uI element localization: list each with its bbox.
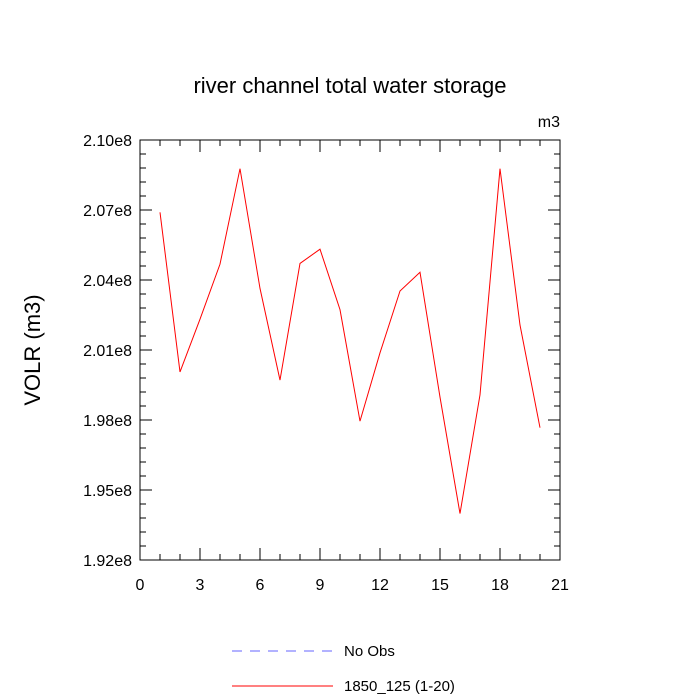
legend: No Obs 1850_125 (1-20) — [232, 643, 455, 695]
tick-labels: 0 3 6 9 12 15 18 21 1.92e8 1.95e8 1.98e8 2.01e8 2.04… — [83, 133, 569, 594]
x-tick-label: 9 — [316, 577, 325, 594]
series-line — [159, 168, 541, 514]
x-tick-label: 18 — [491, 577, 509, 594]
y-tick-label: 1.95e8 — [83, 483, 132, 500]
series-layer — [159, 168, 541, 514]
axis-ticks — [139, 139, 561, 561]
units-label: m3 — [538, 114, 560, 131]
chart-title: river channel total water storage — [193, 73, 506, 98]
x-tick-label: 15 — [431, 577, 449, 594]
y-tick-label: 1.92e8 — [83, 553, 132, 570]
y-tick-label: 2.04e8 — [83, 273, 132, 290]
y-tick-label: 1.98e8 — [83, 413, 132, 430]
x-tick-label: 21 — [551, 577, 569, 594]
y-tick-label: 2.07e8 — [83, 203, 132, 220]
x-tick-label: 0 — [136, 577, 145, 594]
x-tick-label: 12 — [371, 577, 389, 594]
x-tick-label: 3 — [196, 577, 205, 594]
x-tick-label: 6 — [256, 577, 265, 594]
legend-label: 1850_125 (1-20) — [344, 678, 455, 695]
y-tick-label: 2.10e8 — [83, 133, 132, 150]
y-tick-label: 2.01e8 — [83, 343, 132, 360]
legend-label: No Obs — [344, 643, 395, 660]
y-axis-label: VOLR (m3) — [20, 294, 45, 405]
